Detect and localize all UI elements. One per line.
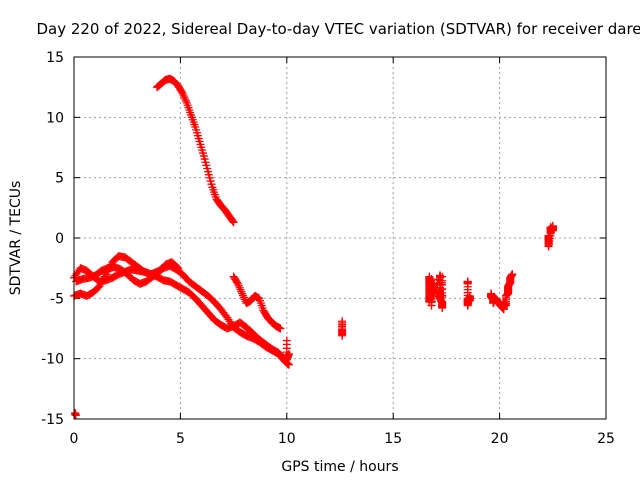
data-markers	[70, 74, 557, 420]
series-track-d	[229, 272, 285, 333]
y-tick-label: -15	[41, 412, 64, 428]
series-track-e	[71, 317, 347, 420]
data-point	[465, 296, 474, 305]
data-point	[174, 264, 183, 273]
y-tick-label: 5	[55, 171, 64, 187]
data-point-interp	[180, 93, 189, 102]
data-point-interp	[172, 262, 181, 271]
series-cluster-18	[463, 277, 474, 310]
y-tick-label: 0	[55, 231, 64, 247]
data-point-interp	[233, 278, 242, 287]
data-point	[338, 331, 347, 340]
x-tick-label: 20	[491, 431, 509, 447]
data-point-interp	[234, 281, 243, 290]
y-tick-label: -10	[41, 352, 64, 368]
y-tick-label: 10	[46, 110, 64, 126]
series-cluster-20	[487, 270, 517, 314]
data-point-interp	[181, 96, 190, 105]
x-tick-label: 25	[597, 431, 615, 447]
x-tick-label: 0	[70, 431, 79, 447]
data-point	[229, 218, 238, 227]
data-point-interp	[235, 283, 244, 292]
chart-title: Day 220 of 2022, Sidereal Day-to-day VTE…	[36, 20, 640, 38]
data-point	[238, 289, 247, 298]
data-point	[508, 270, 517, 279]
data-point-interp	[238, 291, 247, 300]
x-tick-label: 15	[384, 431, 402, 447]
data-point	[233, 279, 242, 288]
series-cluster-16	[425, 271, 447, 312]
y-tick-label: -5	[50, 291, 64, 307]
data-point	[71, 411, 80, 420]
data-point-interp	[236, 285, 245, 294]
data-point-interp	[179, 91, 188, 100]
series-track-c	[72, 258, 183, 288]
x-tick-label: 10	[278, 431, 296, 447]
axis-ticks: 0 5 10 15 20 25 -15 -10 -5 0 5 10 15	[41, 50, 615, 447]
y-tick-label: 15	[46, 50, 64, 66]
data-point-interp	[181, 94, 190, 103]
data-point-interp	[239, 293, 248, 302]
x-tick-label: 5	[176, 431, 185, 447]
data-point-interp	[177, 87, 186, 96]
plot-frame	[73, 56, 607, 420]
data-point-interp	[228, 217, 237, 226]
data-point	[284, 360, 293, 369]
data-point	[276, 324, 285, 333]
data-point	[438, 293, 447, 302]
grid-lines	[74, 57, 606, 419]
data-point	[178, 89, 187, 98]
y-axis-label: SDTVAR / TECUs	[8, 181, 24, 296]
series-cluster-22	[544, 221, 557, 251]
data-point-interp	[237, 287, 246, 296]
data-point	[548, 221, 557, 230]
x-axis-label: GPS time / hours	[281, 459, 398, 475]
data-point	[282, 336, 291, 345]
series-track-high	[152, 74, 238, 227]
